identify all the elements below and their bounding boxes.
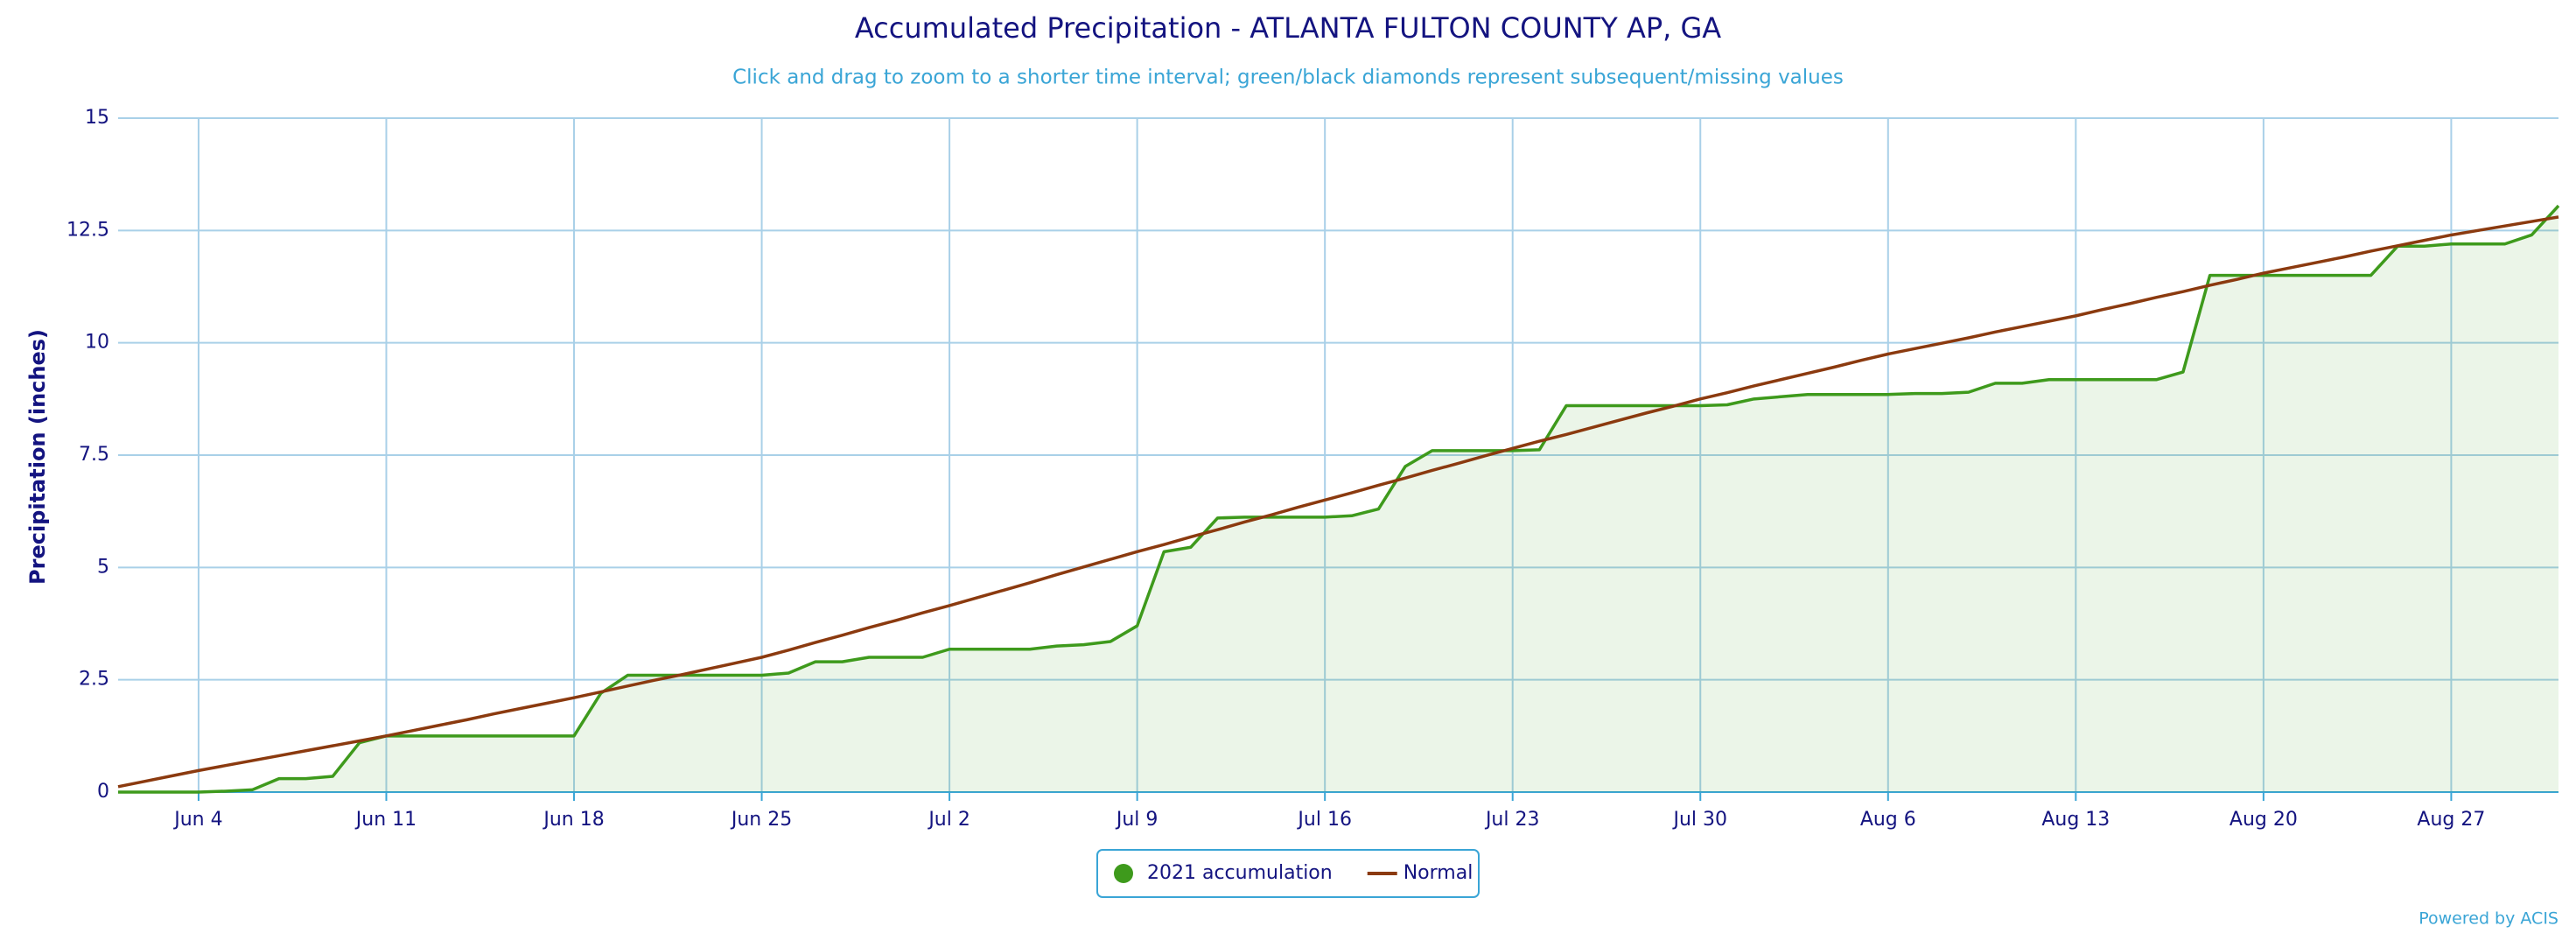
x-tick-label: Jul 16 bbox=[1296, 809, 1352, 831]
x-tick-label: Jun 4 bbox=[172, 809, 222, 831]
legend-label: Normal bbox=[1404, 862, 1474, 884]
x-tick-label: Aug 27 bbox=[2417, 809, 2485, 831]
y-tick-label: 0 bbox=[97, 781, 109, 803]
x-tick-label: Jun 25 bbox=[730, 809, 792, 831]
x-tick-label: Jul 2 bbox=[927, 809, 970, 831]
y-tick-label: 5 bbox=[97, 556, 109, 578]
legend-box bbox=[1096, 849, 1480, 898]
x-tick-label: Jun 11 bbox=[354, 809, 416, 831]
x-tick-label: Jun 18 bbox=[542, 809, 604, 831]
x-tick-label: Jul 9 bbox=[1115, 809, 1158, 831]
x-tick-label: Jul 30 bbox=[1671, 809, 1727, 831]
x-tick-label: Jul 23 bbox=[1484, 809, 1540, 831]
chart-title: Accumulated Precipitation - ATLANTA FULT… bbox=[855, 11, 1721, 45]
legend-marker bbox=[1114, 864, 1133, 883]
line bbox=[117, 215, 2559, 789]
y-tick-label: 2.5 bbox=[79, 669, 109, 691]
y-tick-label: 15 bbox=[85, 107, 109, 129]
legend-label: 2021 accumulation bbox=[1147, 862, 1333, 884]
x-tick-label: Aug 20 bbox=[2230, 809, 2298, 831]
y-tick-label: 12.5 bbox=[66, 219, 109, 241]
x-tick-label: Aug 13 bbox=[2041, 809, 2110, 831]
y-tick-label: 7.5 bbox=[79, 444, 109, 466]
x-tick-label: Aug 6 bbox=[1860, 809, 1916, 831]
y-tick-label: 10 bbox=[85, 332, 109, 354]
chart-subtitle: Click and drag to zoom to a shorter time… bbox=[732, 67, 1844, 89]
area bbox=[118, 206, 2558, 793]
y-axis-label: Precipitation (inches) bbox=[25, 329, 50, 585]
credit: Powered by ACIS bbox=[2418, 909, 2558, 929]
line bbox=[118, 204, 2560, 794]
